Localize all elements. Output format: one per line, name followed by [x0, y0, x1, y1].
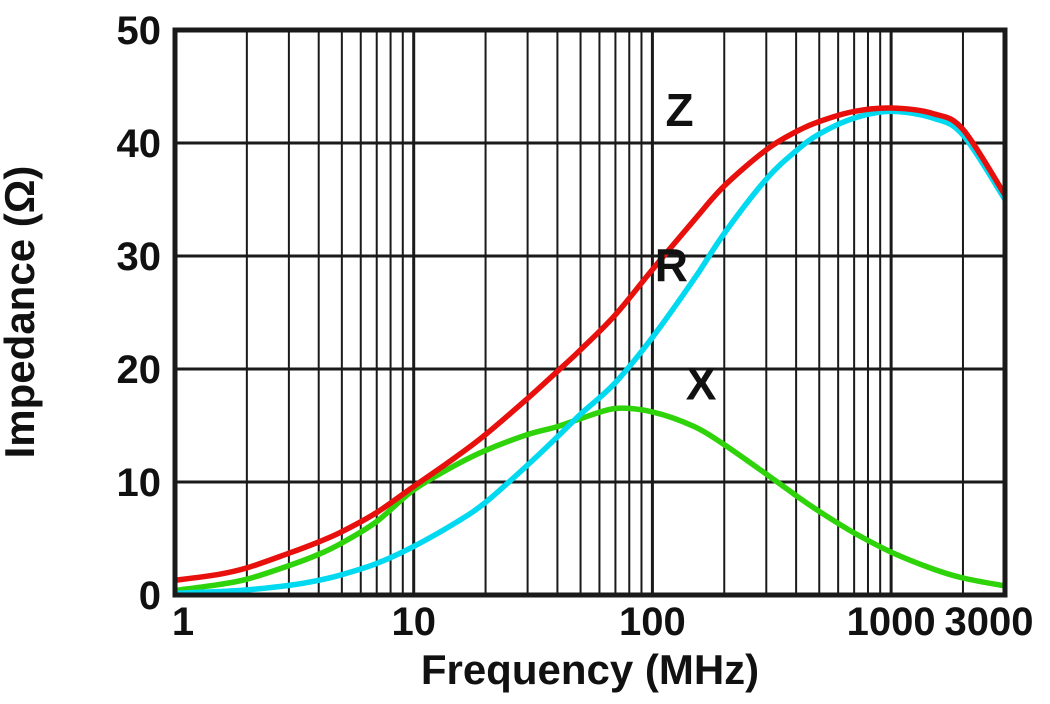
tick-labels: 0 10 20 30 40 50 1 10 100 1000 3000	[117, 9, 1034, 644]
x-tick-label: 1	[172, 600, 194, 644]
grid-major	[175, 30, 1005, 595]
series-label-R: R	[655, 239, 688, 291]
x-axis-label: Frequency (MHz)	[421, 646, 759, 693]
y-tick-label: 40	[117, 122, 162, 166]
curve-R	[173, 108, 1007, 597]
x-tick-label: 1000	[847, 600, 936, 644]
series-label-Z: Z	[666, 84, 694, 136]
plot-frame	[172, 27, 1008, 598]
x-tick-label: 3000	[945, 600, 1034, 644]
curve-Z	[173, 105, 1007, 584]
grid-minor	[245, 30, 964, 595]
y-tick-label: 10	[117, 461, 162, 505]
y-tick-label: 30	[117, 235, 162, 279]
y-axis-label: Impedance (Ω)	[0, 166, 43, 459]
y-tick-label: 50	[117, 9, 162, 53]
x-tick-label: 10	[391, 600, 436, 644]
y-tick-label: 20	[117, 348, 162, 392]
curve-X	[173, 405, 1007, 594]
y-tick-label: 0	[139, 574, 161, 618]
series-label-X: X	[686, 358, 717, 410]
x-tick-label: 100	[619, 600, 686, 644]
curves	[173, 105, 1007, 597]
